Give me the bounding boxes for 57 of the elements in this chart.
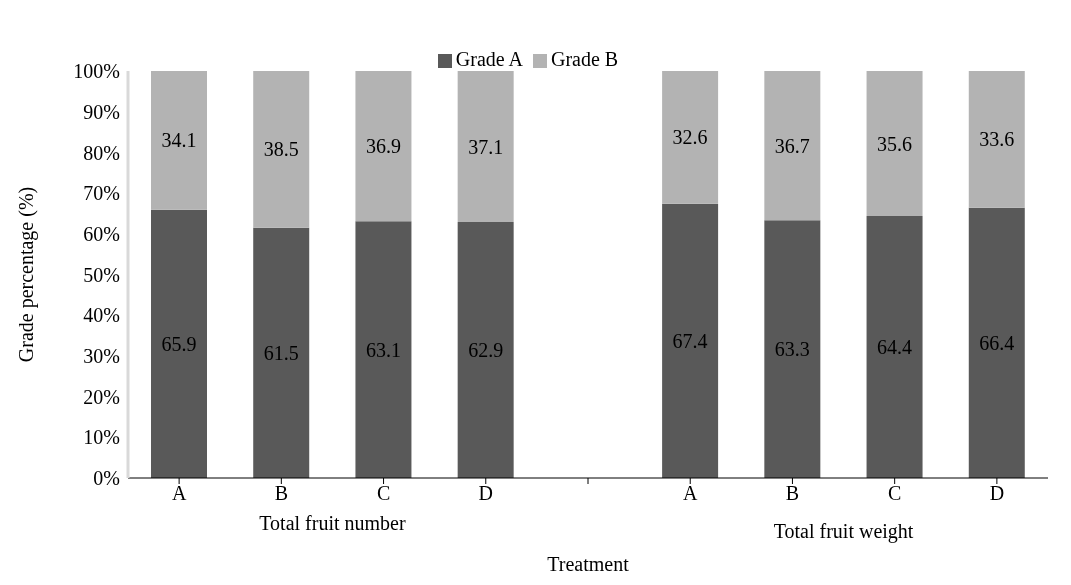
x-tick-label: D — [478, 482, 493, 505]
bar — [968, 207, 1025, 478]
bar — [662, 203, 719, 478]
data-label: 38.5 — [263, 138, 299, 161]
data-label: 63.3 — [774, 338, 810, 361]
bar — [968, 71, 1025, 208]
data-label: 65.9 — [161, 332, 197, 355]
x-tick-label: A — [683, 482, 698, 505]
legend-label: Grade B — [551, 48, 619, 70]
text: Total fruit number — [258, 512, 407, 535]
y-tick-label: 40% — [83, 304, 120, 327]
data-label: 37.1 — [468, 135, 504, 158]
bar — [151, 209, 207, 478]
data-label: 66.4 — [979, 331, 1015, 354]
bar — [866, 215, 923, 478]
bar — [866, 71, 923, 216]
x-axis-title: Treatment — [547, 553, 630, 575]
data-label: 67.4 — [672, 329, 708, 352]
y-tick-label: 80% — [83, 141, 120, 164]
bar — [457, 71, 514, 222]
bar — [355, 221, 412, 478]
data-label: 36.7 — [774, 134, 810, 157]
x-tick-label: A — [171, 482, 187, 505]
data-label: 32.6 — [672, 126, 708, 149]
bar — [764, 71, 821, 221]
bar — [764, 220, 821, 478]
data-label: 33.6 — [979, 128, 1015, 151]
x-tick-label: C — [376, 482, 391, 505]
bar — [151, 71, 207, 210]
y-tick-label: 30% — [83, 345, 120, 367]
x-tick-label: B — [274, 482, 289, 505]
legend-label: Grade A — [455, 48, 523, 70]
x-tick-label: B — [785, 482, 800, 505]
y-tick-label: 100% — [73, 60, 120, 83]
bar — [355, 71, 412, 222]
y-tick-label: 20% — [83, 385, 120, 408]
data-label: 61.5 — [263, 341, 299, 364]
y-axis-title: Grade percentage (%) — [15, 186, 39, 363]
y-tick-label: 60% — [83, 222, 120, 245]
bar — [662, 71, 719, 204]
y-tick-label: 90% — [83, 100, 120, 123]
data-label: 35.6 — [877, 132, 913, 155]
y-tick-label: 70% — [83, 182, 120, 205]
y-tick-label: 50% — [83, 263, 120, 286]
data-label: 34.1 — [161, 129, 197, 152]
y-tick-label: 0% — [93, 467, 120, 490]
data-label: 63.1 — [365, 338, 401, 361]
x-tick-label: D — [989, 482, 1005, 505]
text: Total fruit weight — [772, 520, 915, 543]
x-tick-label: C — [887, 482, 902, 505]
bar — [253, 227, 310, 478]
data-label: 36.9 — [365, 135, 401, 158]
data-label: 62.9 — [468, 339, 504, 362]
bar — [253, 71, 310, 228]
y-tick-label: 10% — [83, 426, 120, 449]
bar — [457, 222, 514, 478]
data-label: 64.4 — [877, 336, 913, 359]
